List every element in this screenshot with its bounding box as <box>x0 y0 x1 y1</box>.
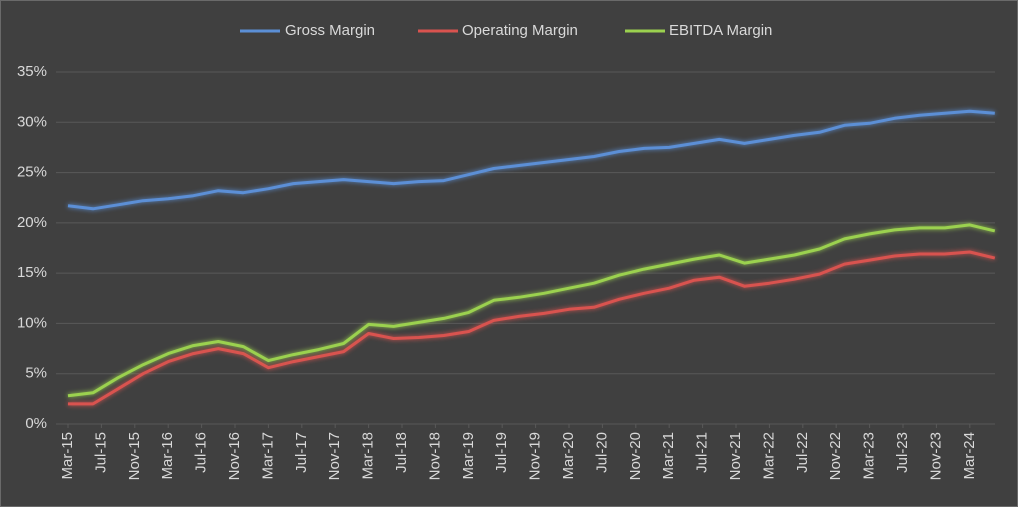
y-tick-label: 25% <box>17 164 47 181</box>
x-tick-label: Jul-19 <box>493 432 510 473</box>
x-tick-label: Mar-17 <box>259 432 276 480</box>
x-tick-label: Mar-19 <box>460 432 477 480</box>
x-tick-label: Mar-18 <box>360 432 377 480</box>
series-line <box>68 250 996 406</box>
x-tick-label: Nov-18 <box>426 432 443 480</box>
x-tick-label: Jul-17 <box>293 432 310 473</box>
y-tick-label: 10% <box>17 314 47 331</box>
y-tick-label: 30% <box>17 113 47 130</box>
x-tick-label: Nov-16 <box>226 432 243 480</box>
legend-label: Operating Margin <box>462 22 578 39</box>
x-tick-label: Mar-23 <box>861 432 878 480</box>
x-tick-label: Jul-22 <box>794 432 811 473</box>
x-tick-label: Nov-22 <box>827 432 844 480</box>
x-tick-label: Jul-15 <box>92 432 109 473</box>
y-tick-label: 35% <box>17 63 47 80</box>
x-tick-label: Jul-18 <box>393 432 410 473</box>
legend-label: EBITDA Margin <box>669 22 772 39</box>
y-tick-label: 20% <box>17 214 47 231</box>
y-tick-label: 0% <box>25 415 47 432</box>
x-tick-label: Mar-15 <box>59 432 76 480</box>
x-tick-label: Jul-23 <box>894 432 911 473</box>
y-tick-label: 15% <box>17 264 47 281</box>
x-tick-label: Nov-17 <box>326 432 343 480</box>
x-tick-label: Nov-21 <box>727 432 744 480</box>
y-tick-label: 5% <box>25 365 47 382</box>
x-tick-label: Nov-15 <box>126 432 143 480</box>
x-tick-label: Mar-16 <box>159 432 176 480</box>
x-tick-label: Nov-20 <box>627 432 644 480</box>
x-tick-label: Jul-16 <box>193 432 210 473</box>
x-tick-label: Nov-19 <box>527 432 544 480</box>
series-line <box>67 109 995 211</box>
x-tick-label: Jul-21 <box>694 432 711 473</box>
x-tick-label: Jul-20 <box>593 432 610 473</box>
x-tick-label: Mar-20 <box>560 432 577 480</box>
series-line <box>67 223 996 398</box>
x-tick-label: Mar-21 <box>660 432 677 480</box>
x-tick-label: Mar-22 <box>760 432 777 480</box>
x-tick-label: Nov-23 <box>927 432 944 480</box>
legend-label: Gross Margin <box>285 22 375 39</box>
x-tick-label: Mar-24 <box>961 432 978 480</box>
